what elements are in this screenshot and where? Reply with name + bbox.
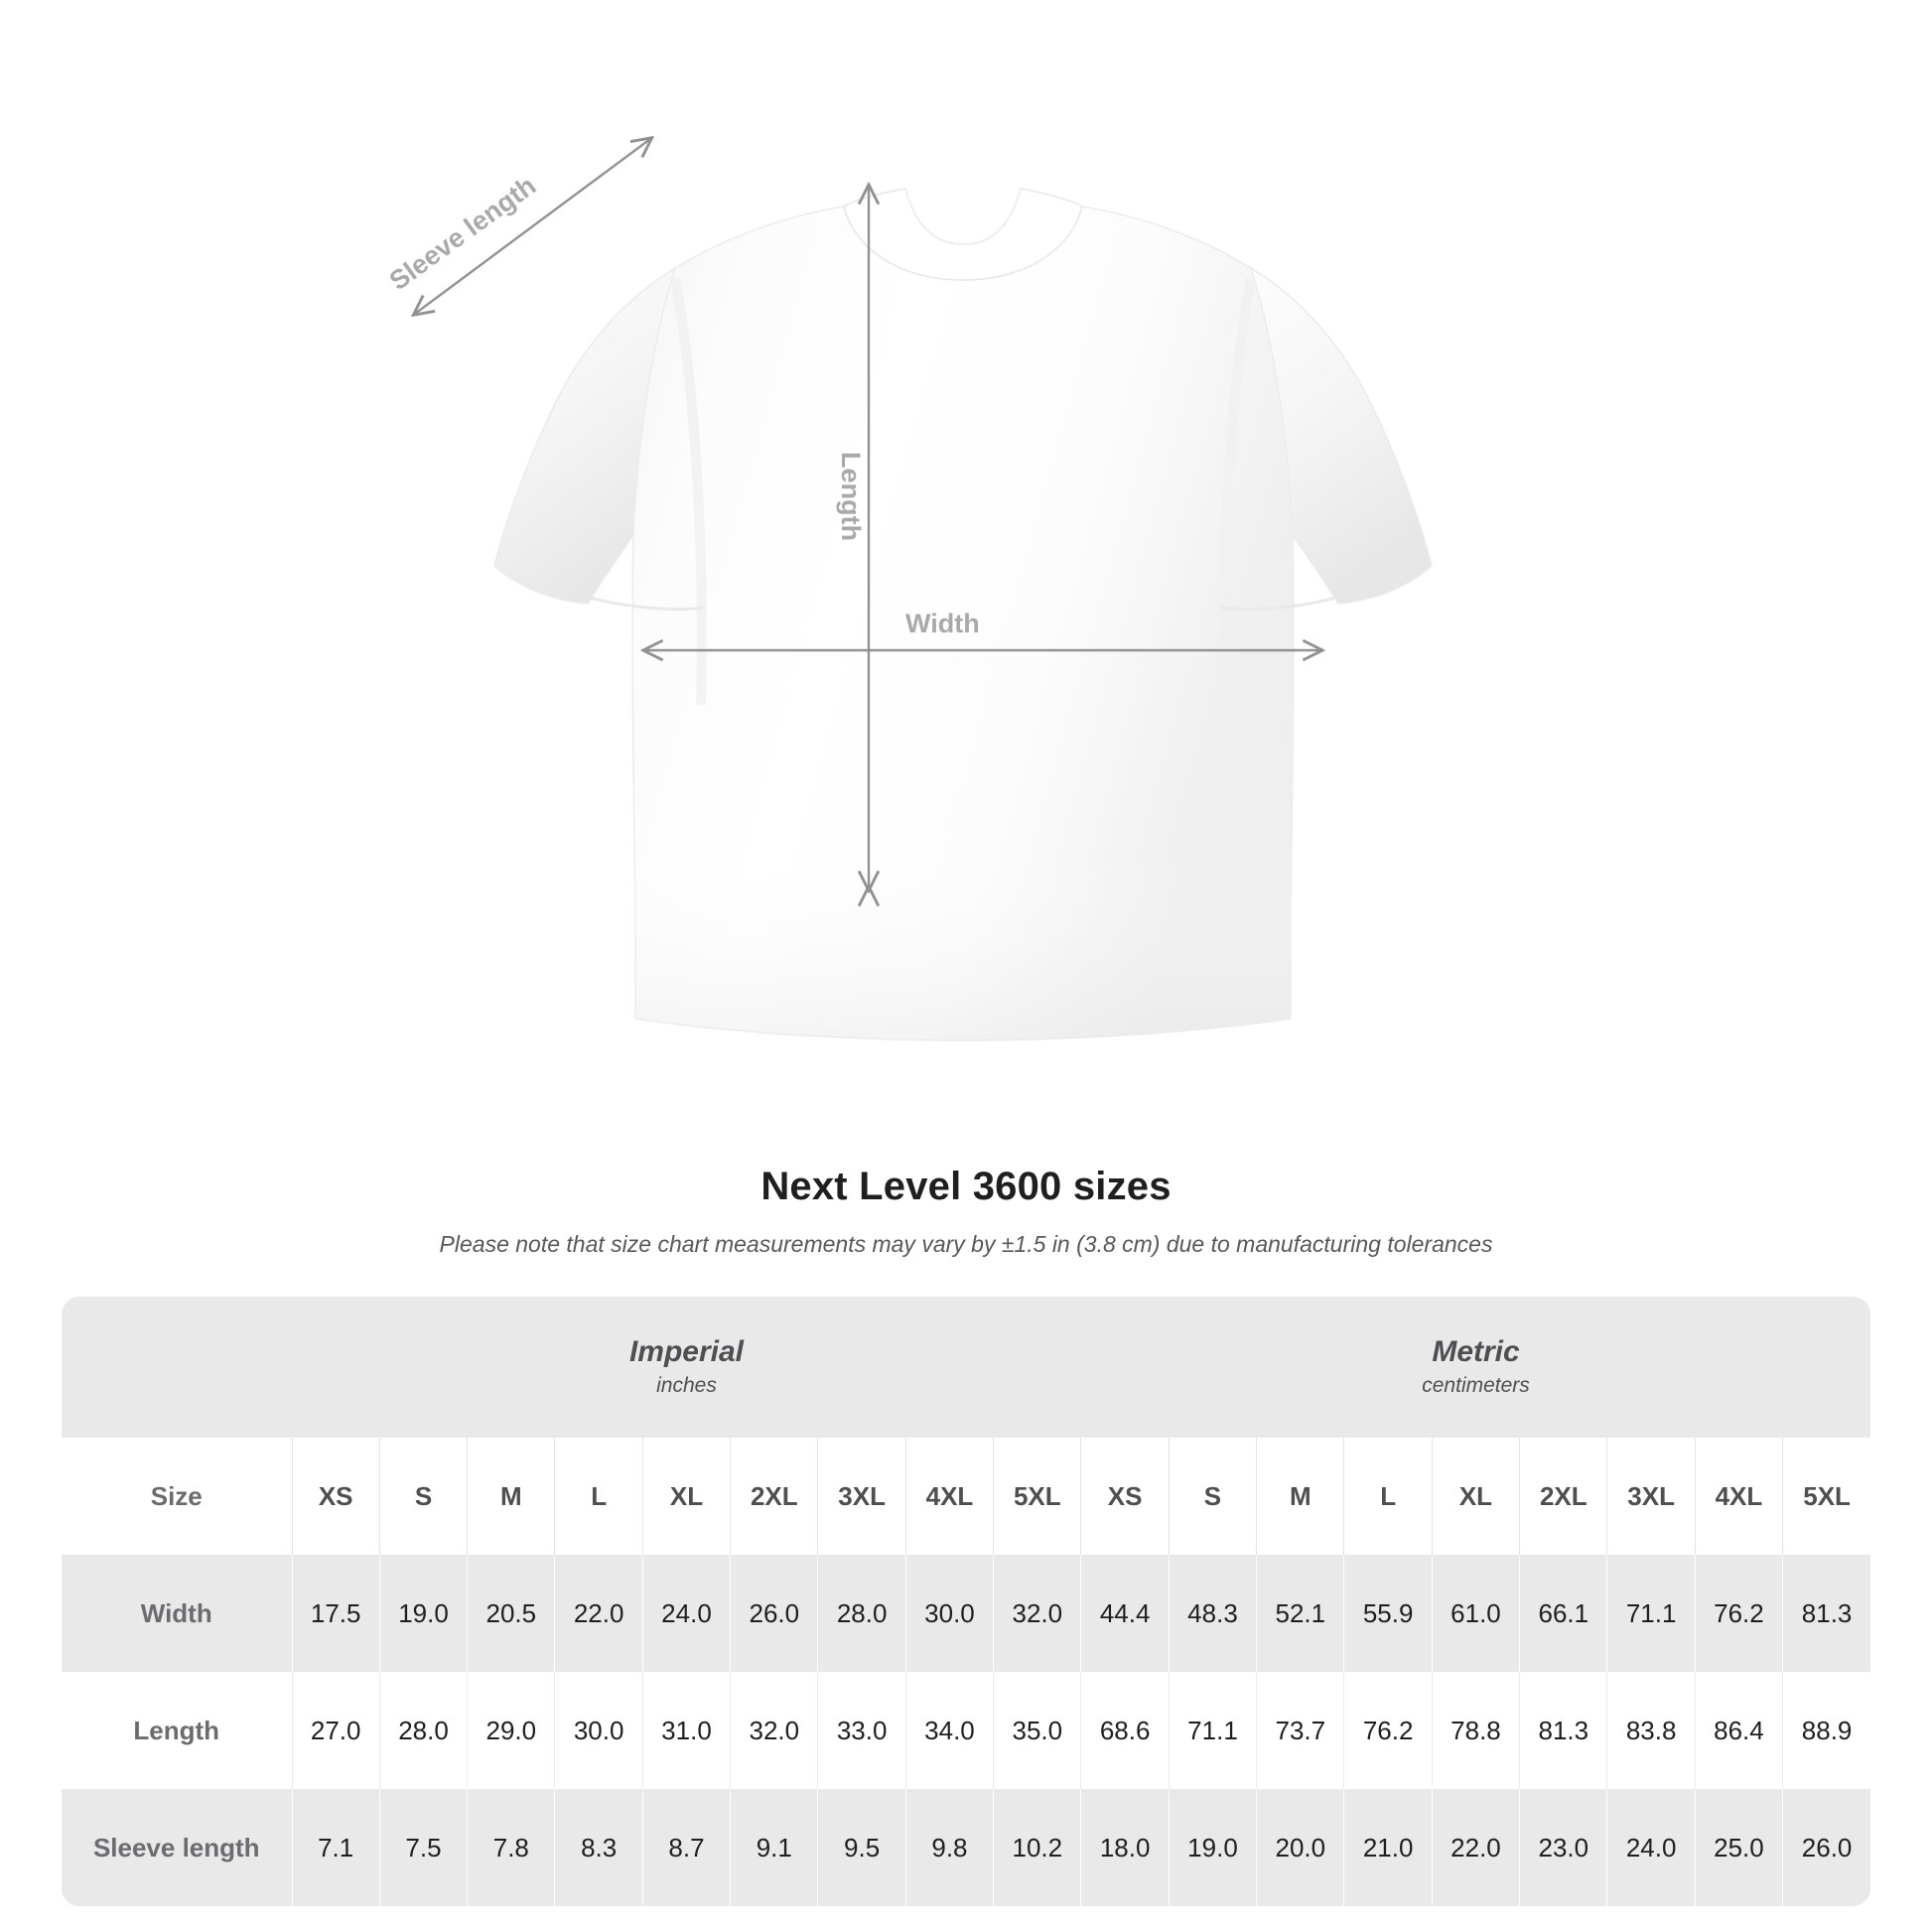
measurement-cell: 24.0	[1606, 1789, 1696, 1906]
measurement-cell: 83.8	[1606, 1672, 1696, 1789]
size-header-cell: 5XL	[1782, 1438, 1870, 1555]
size-header-cell: XS	[291, 1438, 380, 1555]
measurement-cell: 9.1	[730, 1789, 818, 1906]
measurement-cell: 30.0	[904, 1555, 994, 1672]
measurement-cell: 19.0	[1168, 1789, 1257, 1906]
unit-group-metric-name: Metric	[1432, 1334, 1520, 1368]
row-label: Width	[140, 1597, 212, 1628]
measurement-cell: 28.0	[817, 1555, 906, 1672]
measurement-cell: 71.1	[1168, 1672, 1257, 1789]
size-header-cell: S	[1168, 1438, 1257, 1555]
size-header-cell: 4XL	[1694, 1438, 1783, 1555]
size-header-cell: M	[1256, 1438, 1344, 1555]
measurement-cell: 22.0	[554, 1555, 643, 1672]
measurement-cell: 28.0	[378, 1672, 468, 1789]
measurement-cell: 20.0	[1256, 1789, 1344, 1906]
measurement-cell: 9.5	[817, 1789, 906, 1906]
measurement-cell: 52.1	[1256, 1555, 1344, 1672]
measurement-cell: 88.9	[1782, 1672, 1870, 1789]
unit-corner-cell	[62, 1297, 292, 1438]
measurement-cell: 8.3	[554, 1789, 643, 1906]
measurement-cell: 29.0	[467, 1672, 555, 1789]
measurement-cell: 7.8	[467, 1789, 555, 1906]
measurement-cell: 32.0	[730, 1672, 818, 1789]
table-row: Width 17.5 19.0 20.5 22.0 24.0 26.0 28.0 30.0 32.…	[62, 1555, 1870, 1672]
size-header-cell: 3XL	[817, 1438, 906, 1555]
measurement-cell: 26.0	[730, 1555, 818, 1672]
size-header-cell: 4XL	[904, 1438, 994, 1555]
size-header-row: Size XS S M L XL 2XL 3XL 4XL 5XL XS S M L XL 2XL 3XL 4XL…	[62, 1438, 1870, 1555]
unit-group-imperial-name: Imperial	[628, 1334, 745, 1368]
size-header-cell: XL	[641, 1438, 731, 1555]
measurement-cell: 25.0	[1694, 1789, 1783, 1906]
measurement-cell: 73.7	[1256, 1672, 1344, 1789]
size-header-cell: 5XL	[993, 1438, 1081, 1555]
measurement-cell: 34.0	[904, 1672, 994, 1789]
measurement-cell: 68.6	[1080, 1672, 1170, 1789]
measurement-cell: 18.0	[1080, 1789, 1170, 1906]
measurement-cell: 22.0	[1431, 1789, 1520, 1906]
measurement-cell: 7.5	[378, 1789, 468, 1906]
unit-header-row: Imperial inches Metric centimeters	[62, 1297, 1870, 1438]
table-row: Length 27.0 28.0 29.0 30.0 31.0 32.0 33.0 34.0 35…	[62, 1672, 1870, 1789]
size-header-cell: L	[1343, 1438, 1433, 1555]
size-table-container: Imperial inches Metric centimeters Size …	[62, 1297, 1870, 1906]
measurement-cell: 76.2	[1694, 1555, 1783, 1672]
size-header-cell: 2XL	[1519, 1438, 1607, 1555]
size-header-cell: S	[378, 1438, 468, 1555]
measurement-cell: 66.1	[1519, 1555, 1607, 1672]
measurement-cell: 21.0	[1343, 1789, 1433, 1906]
measurement-cell: 20.5	[467, 1555, 555, 1672]
measurement-cell: 55.9	[1343, 1555, 1433, 1672]
size-header-cell: 3XL	[1606, 1438, 1696, 1555]
size-header-cell: XS	[1080, 1438, 1170, 1555]
measurement-cell: 48.3	[1168, 1555, 1257, 1672]
unit-group-metric: Metric centimeters	[1081, 1297, 1870, 1438]
unit-group-imperial-sub: inches	[656, 1374, 717, 1397]
measurement-cell: 26.0	[1782, 1789, 1870, 1906]
tolerance-note: Please note that size chart measurements…	[439, 1231, 1493, 1257]
size-table: Imperial inches Metric centimeters Size …	[62, 1297, 1870, 1906]
table-row: Sleeve length 7.1 7.5 7.8 8.3 8.7 9.1 9.5 9.8 10.…	[62, 1789, 1870, 1906]
size-header-cell: M	[467, 1438, 555, 1555]
measurement-cell: 44.4	[1080, 1555, 1170, 1672]
measurement-cell: 27.0	[291, 1672, 380, 1789]
measurement-cell: 9.8	[904, 1789, 994, 1906]
size-header-cell: XL	[1431, 1438, 1520, 1555]
measurement-cell: 81.3	[1782, 1555, 1870, 1672]
measurement-cell: 8.7	[641, 1789, 731, 1906]
measurement-cell: 61.0	[1431, 1555, 1520, 1672]
measurement-cell: 24.0	[641, 1555, 731, 1672]
measurement-cell: 32.0	[993, 1555, 1081, 1672]
garment-mockup: Length Width Sleeve length	[377, 0, 1549, 1102]
measurement-cell: 19.0	[378, 1555, 468, 1672]
measurement-cell: 10.2	[993, 1789, 1081, 1906]
measurement-cell: 30.0	[554, 1672, 643, 1789]
measurement-cell: 86.4	[1694, 1672, 1783, 1789]
tshirt-illustration	[377, 149, 1549, 1102]
width-label: Width	[905, 609, 980, 638]
measurement-cell: 81.3	[1519, 1672, 1607, 1789]
size-header-cell: 2XL	[730, 1438, 818, 1555]
page-title: Next Level 3600 sizes	[760, 1165, 1172, 1208]
row-label: Length	[133, 1715, 220, 1745]
measurement-cell: 33.0	[817, 1672, 906, 1789]
unit-group-metric-sub: centimeters	[1422, 1374, 1530, 1397]
measurement-cell: 7.1	[291, 1789, 380, 1906]
measurement-cell: 17.5	[291, 1555, 380, 1672]
size-header-cell: L	[554, 1438, 643, 1555]
measurement-cell: 76.2	[1343, 1672, 1433, 1789]
measurement-cell: 35.0	[993, 1672, 1081, 1789]
unit-group-imperial: Imperial inches	[292, 1297, 1081, 1438]
tshirt-svg	[493, 188, 1433, 1041]
measurement-cell: 71.1	[1606, 1555, 1696, 1672]
measurement-cell: 23.0	[1519, 1789, 1607, 1906]
row-label: Sleeve length	[92, 1832, 260, 1863]
measurement-cell: 31.0	[641, 1672, 731, 1789]
measurement-cell: 78.8	[1431, 1672, 1520, 1789]
size-row-label: Size	[150, 1480, 203, 1511]
length-label: Length	[836, 452, 866, 541]
